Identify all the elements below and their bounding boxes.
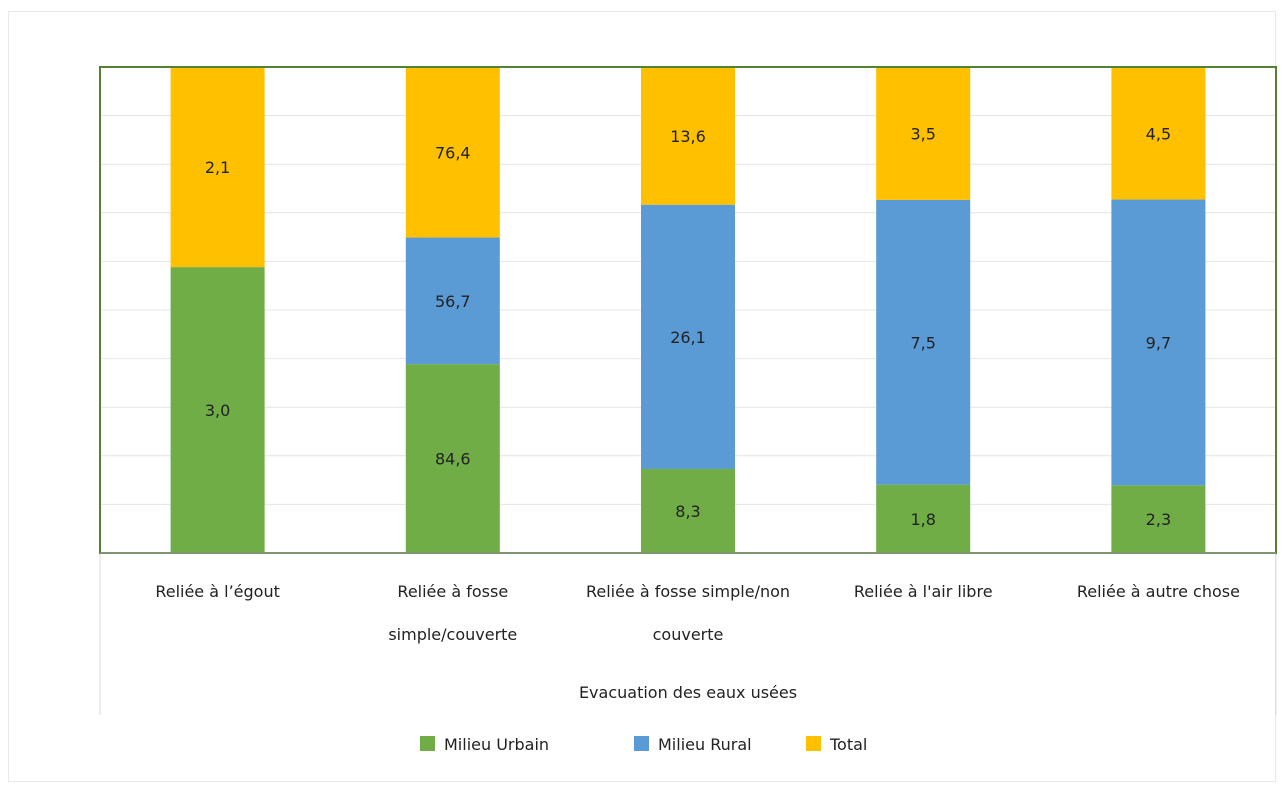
data-label: 56,7 bbox=[435, 292, 471, 311]
category-label: Reliée à fosse simple/non bbox=[586, 582, 790, 601]
legend-label: Milieu Rural bbox=[658, 735, 752, 754]
category-label: Reliée à l'air libre bbox=[854, 582, 993, 601]
data-label: 9,7 bbox=[1146, 333, 1171, 352]
bar-segment-milieu-urbain bbox=[876, 484, 971, 553]
legend-swatch bbox=[634, 736, 649, 751]
data-label: 4,5 bbox=[1146, 124, 1171, 143]
bar-segment-milieu-urbain bbox=[1111, 485, 1206, 553]
data-label: 2,1 bbox=[205, 158, 230, 177]
data-label: 76,4 bbox=[435, 143, 471, 162]
bar-segment-milieu-urbain bbox=[641, 468, 735, 553]
data-label: 1,8 bbox=[910, 510, 935, 529]
legend-label: Milieu Urbain bbox=[444, 735, 549, 754]
x-axis-title: Evacuation des eaux usées bbox=[579, 683, 797, 702]
data-label: 7,5 bbox=[910, 333, 935, 352]
data-label: 84,6 bbox=[435, 450, 471, 469]
bar-segment-milieu-rural bbox=[405, 237, 500, 365]
data-label: 13,6 bbox=[670, 127, 706, 146]
bar-segment-milieu-rural bbox=[876, 199, 971, 485]
legend-swatch bbox=[806, 736, 821, 751]
category-label: couverte bbox=[653, 625, 724, 644]
bar-segment-total bbox=[876, 67, 971, 200]
category-label: Reliée à autre chose bbox=[1077, 582, 1240, 601]
category-label: simple/couverte bbox=[388, 625, 517, 644]
bar-segment-total bbox=[641, 67, 735, 205]
legend-label: Total bbox=[829, 735, 867, 754]
bar-segment-milieu-rural bbox=[641, 204, 735, 469]
data-label: 3,5 bbox=[910, 124, 935, 143]
bar-segment-total bbox=[170, 67, 265, 268]
bar-segment-milieu-rural bbox=[1111, 199, 1206, 486]
bar-segment-total bbox=[1111, 67, 1206, 200]
data-label: 3,0 bbox=[205, 401, 230, 420]
category-label: Reliée à l’égout bbox=[155, 582, 280, 601]
data-label: 26,1 bbox=[670, 328, 706, 347]
bar-segment-milieu-urbain bbox=[405, 364, 500, 553]
category-label: Reliée à fosse bbox=[397, 582, 508, 601]
bar-segment-milieu-urbain bbox=[170, 267, 265, 553]
data-label: 8,3 bbox=[675, 502, 700, 521]
data-label: 2,3 bbox=[1146, 510, 1171, 529]
legend-swatch bbox=[420, 736, 435, 751]
bar-segment-total bbox=[405, 67, 500, 238]
chart-frame: 3,0 2,1 Reliée à l’égout 84,6 56,7 76,4 Reliée… bbox=[8, 11, 1277, 782]
